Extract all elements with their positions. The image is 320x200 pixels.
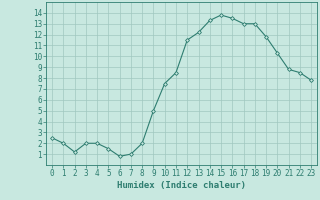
X-axis label: Humidex (Indice chaleur): Humidex (Indice chaleur) [117, 181, 246, 190]
